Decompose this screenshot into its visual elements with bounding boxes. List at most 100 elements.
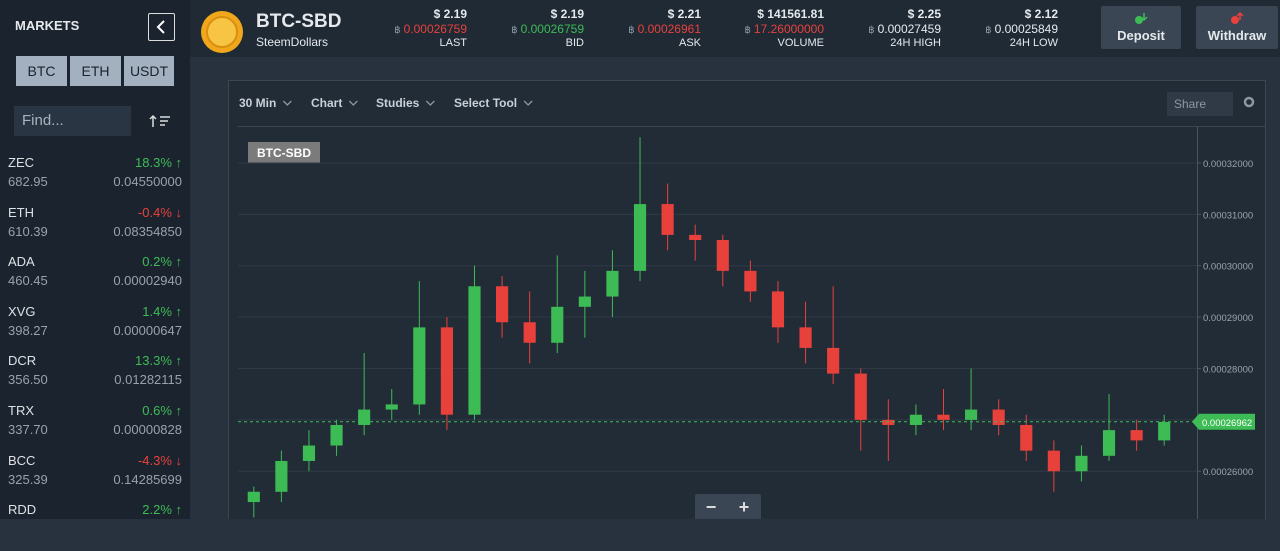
market-btc-price: 0.00000828: [113, 422, 182, 437]
toolbar-chevron: [348, 100, 358, 106]
stat: $ 141561.81 ฿ 17.26000000 VOLUME: [704, 7, 824, 52]
market-change: -4.3% ↓: [137, 452, 182, 468]
market-row[interactable]: RDD 2.2% ↑: [0, 502, 190, 551]
header: BTC-SBD SteemDollars Deposit Withdraw $ …: [190, 0, 1280, 57]
market-symbol: DCR: [8, 353, 37, 369]
candle-body: [385, 404, 398, 410]
stat-usd: $ 2.25: [907, 7, 941, 21]
candle-body: [854, 373, 867, 420]
stat-btc-line: ฿ 17.26000000: [745, 22, 824, 36]
market-symbol: ETH: [8, 204, 34, 220]
market-price: 325.39: [8, 471, 48, 487]
y-tick-label: 0.00030000: [1203, 262, 1253, 273]
stat-label: 24H LOW: [1009, 37, 1058, 49]
market-price: 460.45: [8, 273, 48, 289]
market-change: 1.4% ↑: [142, 303, 182, 319]
market-row[interactable]: TRX 0.6% ↑ 337.70 0.00000828: [0, 403, 190, 452]
collapse-button[interactable]: [148, 13, 175, 41]
market-symbol: RDD: [8, 502, 37, 518]
market-price: 682.95: [8, 174, 48, 189]
sort-icon[interactable]: [148, 112, 174, 130]
market-tab[interactable]: BTC: [16, 56, 67, 86]
market-price: 398.27: [8, 322, 48, 338]
stat-label: 24H HIGH: [890, 37, 941, 49]
share-button[interactable]: [1167, 92, 1233, 116]
market-change: 0.2% ↑: [142, 254, 182, 270]
y-tick-label: 0.00031000: [1203, 210, 1253, 221]
share-label: Share: [1174, 97, 1206, 111]
candle-body: [827, 347, 840, 374]
stat-btc: 17.26000000: [753, 22, 824, 36]
stat-btc: 0.00026759: [403, 22, 467, 36]
market-change: 0.6% ↑: [142, 403, 182, 418]
currency-symbol: ฿: [394, 25, 401, 36]
stat-btc: 0.00027459: [877, 22, 941, 36]
market-btc-price: 0.00002940: [113, 273, 182, 289]
candle-body: [247, 491, 260, 503]
page: MARKETS Find... BTC ETH USDT ZEC 18.3% ↑ 682.…: [0, 0, 1280, 519]
withdraw-label: Withdraw: [1207, 28, 1267, 43]
currency-symbol: ฿: [628, 25, 635, 36]
candle-body: [744, 270, 757, 292]
toolbar-item[interactable]: Chart: [311, 96, 342, 110]
candle-body: [358, 409, 371, 425]
candle-body: [468, 286, 481, 415]
search-input[interactable]: Find...: [14, 106, 131, 136]
stat-btc: 0.00025849: [994, 22, 1058, 36]
stat-btc-line: ฿ 0.00026759: [394, 22, 467, 36]
stat-usd: $ 2.19: [433, 7, 467, 21]
stat: $ 2.12 ฿ 0.00025849 24H LOW: [938, 7, 1058, 52]
candle-body: [633, 204, 647, 271]
candle-body: [578, 296, 591, 307]
candle-body: [330, 424, 343, 446]
candle-body: [1075, 455, 1088, 472]
market-row[interactable]: ETH -0.4% ↓ 610.39 0.08354850: [0, 205, 190, 254]
candle-body: [661, 204, 674, 235]
market-row[interactable]: ADA 0.2% ↑ 460.45 0.00002940: [0, 254, 190, 303]
market-row[interactable]: XVG 1.4% ↑ 398.27 0.00000647: [0, 304, 190, 353]
market-row[interactable]: BCC -4.3% ↓ 325.39 0.14285699: [0, 453, 190, 502]
toolbar-item[interactable]: Select Tool: [454, 96, 517, 110]
market-tab[interactable]: ETH: [70, 56, 121, 86]
withdraw-button[interactable]: Withdraw: [1196, 6, 1278, 49]
zoom-control: [695, 494, 761, 519]
toolbar-chevron: [425, 100, 435, 106]
market-row[interactable]: ZEC 18.3% ↑ 682.95 0.04550000: [0, 155, 190, 204]
candle-body: [1130, 430, 1143, 441]
zoom-in[interactable]: +: [739, 497, 750, 517]
candle-body: [882, 419, 895, 425]
zoom-out[interactable]: −: [706, 497, 717, 517]
currency-symbol: ฿: [511, 25, 518, 36]
y-tick-label: 0.00028000: [1203, 364, 1253, 375]
deposit-button[interactable]: Deposit: [1101, 6, 1181, 49]
candle-body: [551, 306, 564, 343]
market-change: 18.3% ↑: [135, 155, 182, 170]
toolbar-chevron: [282, 100, 292, 106]
chart: Share BTC-SBD 0.00026000 0.00028000 0.0002…: [228, 80, 1266, 519]
market-change: 2.2% ↑: [142, 502, 182, 518]
candle-body: [1020, 424, 1033, 451]
candle-body: [1158, 421, 1171, 441]
settings-icon[interactable]: [1243, 96, 1255, 108]
candle-body: [909, 414, 922, 425]
candle-body: [413, 327, 426, 405]
toolbar-item[interactable]: Studies: [376, 96, 420, 110]
candle-body: [523, 322, 536, 343]
market-change: -0.4% ↓: [137, 204, 182, 220]
stat-usd: $ 2.19: [550, 7, 584, 21]
market-row[interactable]: DCR 13.3% ↑ 356.50 0.01282115: [0, 353, 190, 402]
toolbar-item[interactable]: 30 Min: [239, 96, 276, 110]
candle-body: [937, 414, 950, 420]
pair-name: BTC-SBD: [256, 11, 342, 32]
candle-body: [1102, 430, 1116, 456]
last-price-label: 0.00026962: [1202, 418, 1252, 429]
candle-body: [799, 327, 812, 348]
stat: $ 2.21 ฿ 0.00026961 ASK: [581, 7, 701, 52]
market-tab[interactable]: USDT: [124, 56, 174, 86]
y-tick-label: 0.00029000: [1203, 313, 1253, 324]
stat-usd: $ 2.12: [1024, 7, 1058, 21]
deposit-icon: [1135, 13, 1148, 24]
market-symbol: ZEC: [8, 155, 34, 170]
market-symbol: BCC: [8, 452, 36, 468]
market-change: 13.3% ↑: [135, 353, 182, 369]
